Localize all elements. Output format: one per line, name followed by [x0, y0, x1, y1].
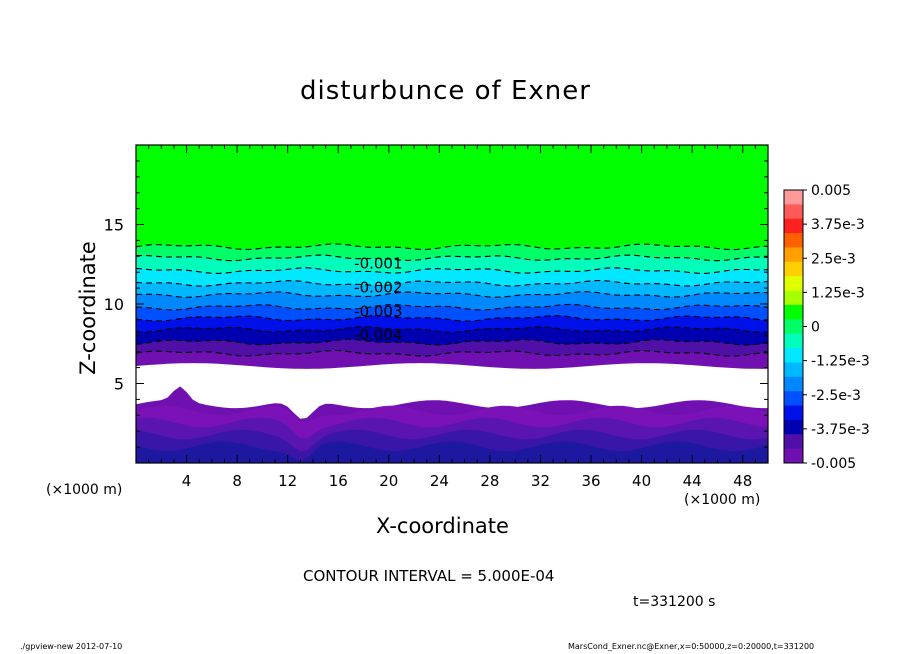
x-tick-label: 48 — [733, 472, 752, 490]
colorbar-segment — [784, 362, 803, 378]
y-tick-label: 10 — [104, 295, 124, 314]
colorbar-label: -2.5e-3 — [811, 388, 861, 404]
contour-label: -0.001 — [354, 255, 402, 273]
colorbar-segment — [784, 405, 803, 421]
x-tick-label: 16 — [329, 472, 348, 490]
colorbar-segment — [784, 204, 803, 220]
contour-line — [135, 267, 769, 274]
footer-right: MarsCond_Exner.nc@Exner,x=0:50000,z=0:20… — [568, 642, 815, 651]
contour-line — [135, 349, 769, 357]
colorbar-segment — [784, 261, 803, 277]
contour-line — [135, 243, 769, 251]
colorbar-segment — [784, 218, 803, 234]
y-tick-label: 15 — [104, 216, 124, 235]
y-axis-label: Z-coordinate — [76, 241, 100, 375]
x-tick-label: 12 — [278, 472, 297, 490]
colorbar-segment — [784, 247, 803, 263]
x-tick-label: 8 — [232, 472, 242, 490]
contour-interval-text: CONTOUR INTERVAL = 5.000E-04 — [303, 567, 555, 585]
colorbar: 0.005 3.75e-3 2.5e-3 1.25e-3 0 -1.25e-3 -2.5e-… — [783, 183, 870, 472]
contour-line — [135, 291, 769, 298]
x-tick-label: 28 — [480, 472, 499, 490]
colorbar-label: -0.005 — [811, 456, 856, 472]
chart-title: disturbunce of Exner — [300, 76, 591, 106]
colorbar-label: 0 — [811, 320, 820, 336]
colorbar-label: 3.75e-3 — [811, 217, 865, 233]
colorbar-segment — [784, 304, 803, 320]
time-text: t=331200 s — [633, 594, 716, 610]
x-tick-label: 40 — [632, 472, 651, 490]
colorbar-segment — [784, 376, 803, 392]
colorbar-segment — [784, 448, 803, 464]
contour-line — [135, 326, 769, 333]
contour-label: -0.003 — [354, 302, 402, 320]
colorbar-segment — [784, 290, 803, 306]
x-tick-label: 20 — [379, 472, 398, 490]
x-tick-label: 24 — [430, 472, 449, 490]
x-tick-label: 4 — [182, 472, 192, 490]
colorbar-label: 2.5e-3 — [811, 251, 856, 267]
contour-line — [135, 315, 769, 322]
x-unit-right: (×1000 m) — [684, 492, 761, 508]
contour-line — [135, 254, 769, 262]
x-axis-label: X-coordinate — [376, 514, 509, 538]
x-tick-label: 44 — [683, 472, 702, 490]
plot-area: -0.001 -0.002 -0.003 -0.004 — [135, 145, 769, 463]
footer-left: ./gpview-new 2012-07-10 — [20, 642, 123, 651]
x-tick-label: 36 — [581, 472, 600, 490]
colorbar-segment — [784, 391, 803, 407]
colorbar-segment — [784, 276, 803, 292]
colorbar-segment — [784, 419, 803, 435]
contour-label: -0.002 — [354, 279, 402, 297]
x-unit-left: (×1000 m) — [46, 482, 123, 498]
colorbar-segment — [784, 319, 803, 335]
colorbar-label: -3.75e-3 — [811, 422, 870, 438]
contour-band — [136, 441, 768, 463]
colorbar-label: 1.25e-3 — [811, 285, 865, 301]
colorbar-label: 0.005 — [811, 183, 851, 199]
colorbar-segment — [784, 190, 803, 205]
colorbar-segment — [784, 348, 803, 363]
contour-line — [135, 303, 769, 311]
colorbar-label: -1.25e-3 — [811, 354, 870, 370]
colorbar-segment — [784, 233, 803, 248]
blank-region — [136, 363, 768, 419]
colorbar-segment — [784, 333, 803, 349]
colorbar-segment — [784, 434, 803, 450]
contour-line — [135, 338, 769, 346]
contour-label: -0.004 — [354, 326, 402, 344]
x-tick-label: 32 — [531, 472, 550, 490]
contour-line — [135, 279, 769, 287]
y-tick-label: 5 — [114, 375, 124, 394]
